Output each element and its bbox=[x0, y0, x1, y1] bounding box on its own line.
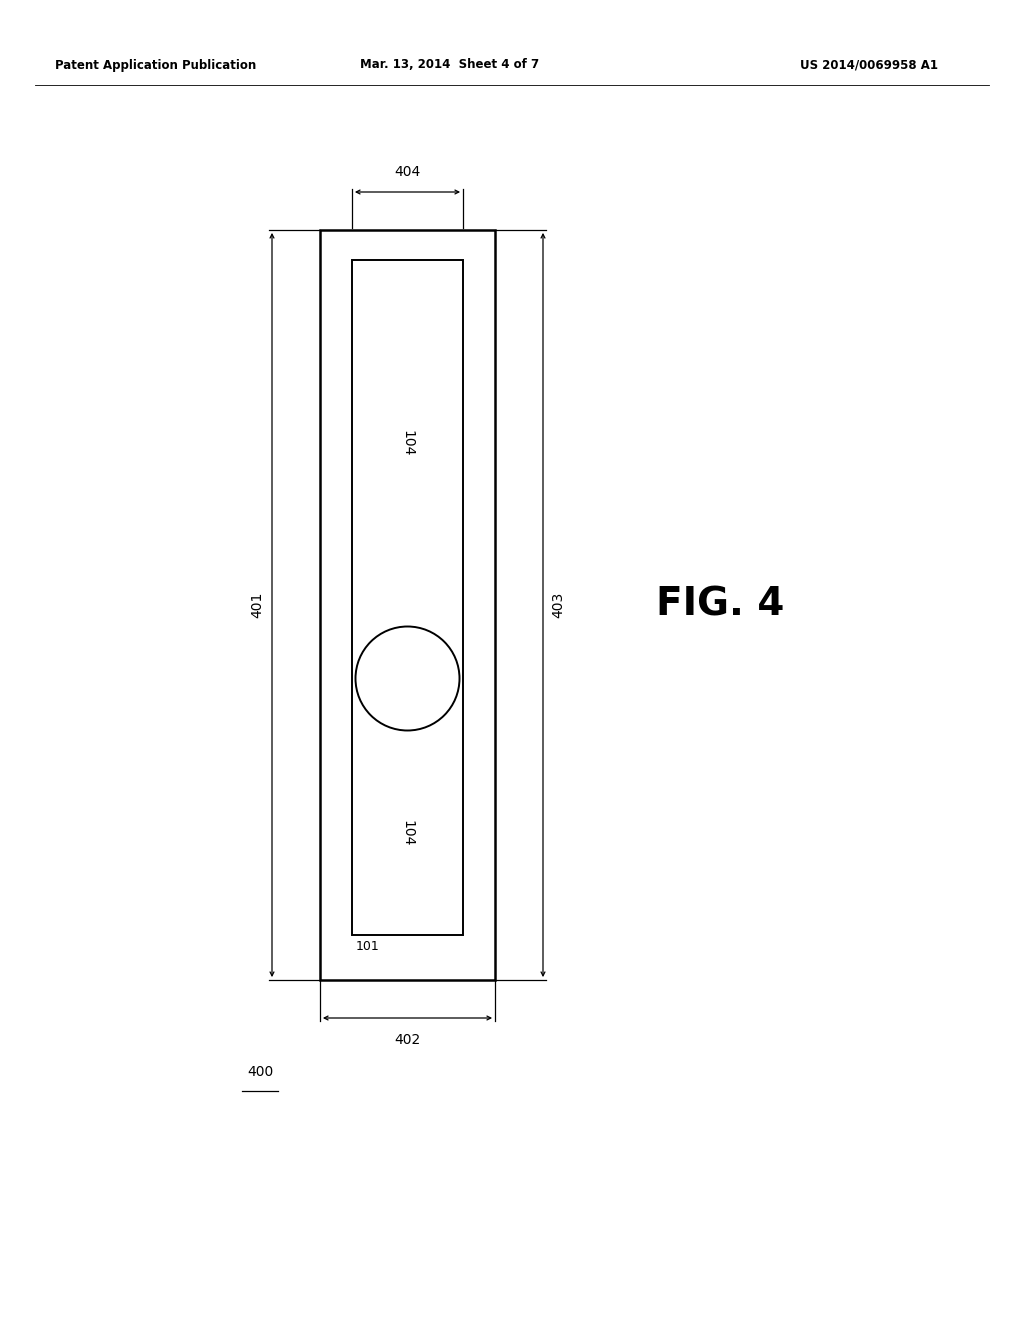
Text: US 2014/0069958 A1: US 2014/0069958 A1 bbox=[800, 58, 938, 71]
Bar bbox=[352, 260, 463, 935]
Text: FIG. 4: FIG. 4 bbox=[655, 586, 784, 624]
Text: 401: 401 bbox=[250, 591, 264, 618]
Text: 104: 104 bbox=[400, 820, 415, 846]
Text: Mar. 13, 2014  Sheet 4 of 7: Mar. 13, 2014 Sheet 4 of 7 bbox=[360, 58, 540, 71]
Circle shape bbox=[355, 627, 460, 730]
Text: 103: 103 bbox=[394, 672, 421, 685]
Bar bbox=[319, 230, 495, 979]
Text: 101: 101 bbox=[356, 940, 380, 953]
Text: 404: 404 bbox=[394, 165, 421, 180]
Text: Patent Application Publication: Patent Application Publication bbox=[55, 58, 256, 71]
Text: 400: 400 bbox=[247, 1065, 273, 1078]
Text: 402: 402 bbox=[394, 1034, 421, 1047]
Text: 403: 403 bbox=[551, 591, 565, 618]
Text: 104: 104 bbox=[400, 430, 415, 457]
